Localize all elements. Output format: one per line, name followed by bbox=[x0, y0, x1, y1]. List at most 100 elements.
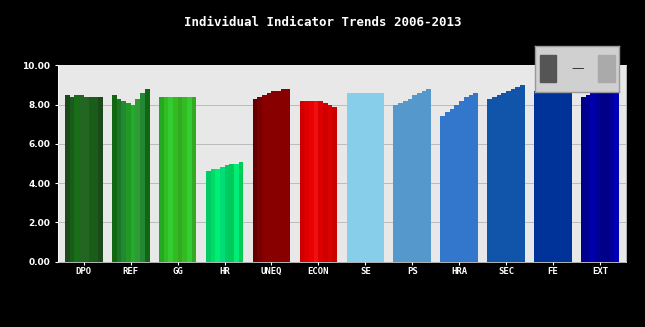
Bar bbox=[356, 93, 361, 262]
Bar bbox=[94, 97, 98, 262]
Text: —: — bbox=[571, 62, 584, 75]
Bar bbox=[539, 91, 544, 262]
Bar bbox=[253, 99, 257, 262]
Bar bbox=[595, 91, 600, 262]
Bar bbox=[276, 91, 281, 262]
Bar bbox=[445, 112, 450, 262]
Bar bbox=[441, 116, 445, 262]
Bar bbox=[492, 97, 497, 262]
Bar bbox=[272, 91, 276, 262]
Bar bbox=[473, 93, 478, 262]
Bar bbox=[450, 109, 455, 262]
Bar bbox=[365, 93, 370, 262]
Bar bbox=[70, 97, 74, 262]
Bar bbox=[346, 93, 352, 262]
Bar bbox=[426, 89, 431, 262]
Bar bbox=[159, 97, 164, 262]
Bar bbox=[183, 97, 187, 262]
Bar bbox=[412, 95, 417, 262]
Bar bbox=[131, 105, 135, 262]
Bar bbox=[121, 101, 126, 262]
Bar bbox=[408, 99, 412, 262]
Bar bbox=[319, 101, 323, 262]
Bar bbox=[267, 93, 272, 262]
Text: Individual Indicator Trends 2006-2013: Individual Indicator Trends 2006-2013 bbox=[184, 16, 461, 29]
Bar bbox=[168, 97, 173, 262]
Bar bbox=[610, 87, 614, 262]
Bar bbox=[145, 89, 150, 262]
Bar bbox=[332, 107, 337, 262]
Bar bbox=[558, 91, 562, 262]
Bar bbox=[79, 95, 84, 262]
Bar bbox=[140, 93, 145, 262]
Bar bbox=[553, 91, 558, 262]
Bar bbox=[464, 97, 468, 262]
Bar bbox=[65, 95, 70, 262]
Bar bbox=[286, 89, 290, 262]
Bar bbox=[304, 101, 309, 262]
Bar bbox=[215, 169, 220, 262]
Bar bbox=[309, 101, 313, 262]
Bar bbox=[497, 95, 501, 262]
Bar bbox=[313, 101, 319, 262]
Bar bbox=[520, 85, 525, 262]
Bar bbox=[126, 103, 131, 262]
Bar bbox=[422, 91, 426, 262]
Bar bbox=[74, 95, 79, 262]
Bar bbox=[586, 95, 590, 262]
Bar bbox=[515, 87, 520, 262]
Bar bbox=[98, 97, 103, 262]
Bar bbox=[173, 97, 177, 262]
Bar bbox=[468, 95, 473, 262]
Bar bbox=[323, 103, 328, 262]
Bar bbox=[417, 93, 422, 262]
Bar bbox=[206, 171, 210, 262]
Bar bbox=[177, 97, 183, 262]
Bar bbox=[567, 91, 571, 262]
Bar bbox=[229, 164, 234, 262]
Bar bbox=[117, 99, 121, 262]
Bar bbox=[581, 97, 586, 262]
Bar bbox=[455, 105, 459, 262]
Bar bbox=[224, 165, 229, 262]
Bar bbox=[534, 91, 539, 262]
Bar bbox=[403, 101, 408, 262]
Bar bbox=[598, 55, 615, 82]
Bar bbox=[220, 167, 224, 262]
Bar bbox=[398, 103, 403, 262]
Bar bbox=[562, 91, 567, 262]
Bar bbox=[361, 93, 365, 262]
Bar bbox=[539, 55, 556, 82]
Bar bbox=[590, 93, 595, 262]
Bar bbox=[370, 93, 375, 262]
Bar bbox=[506, 91, 511, 262]
Bar bbox=[88, 97, 94, 262]
Bar bbox=[600, 89, 604, 262]
Bar bbox=[501, 93, 506, 262]
Bar bbox=[604, 89, 610, 262]
Bar bbox=[112, 95, 117, 262]
Bar bbox=[328, 105, 332, 262]
Bar bbox=[393, 105, 398, 262]
Bar bbox=[164, 97, 168, 262]
Bar bbox=[210, 169, 215, 262]
Bar bbox=[84, 97, 88, 262]
Bar bbox=[192, 97, 197, 262]
Bar bbox=[257, 97, 262, 262]
Bar bbox=[281, 89, 286, 262]
Bar bbox=[379, 93, 384, 262]
Bar bbox=[187, 97, 192, 262]
Bar bbox=[234, 164, 239, 262]
Bar bbox=[352, 93, 356, 262]
Bar bbox=[487, 99, 492, 262]
Bar bbox=[300, 101, 304, 262]
Bar bbox=[511, 89, 515, 262]
Bar bbox=[544, 91, 548, 262]
Bar bbox=[459, 101, 464, 262]
Bar bbox=[262, 95, 267, 262]
Bar bbox=[239, 162, 243, 262]
Bar bbox=[135, 99, 140, 262]
Bar bbox=[548, 91, 553, 262]
Bar bbox=[375, 93, 379, 262]
Bar bbox=[614, 85, 619, 262]
